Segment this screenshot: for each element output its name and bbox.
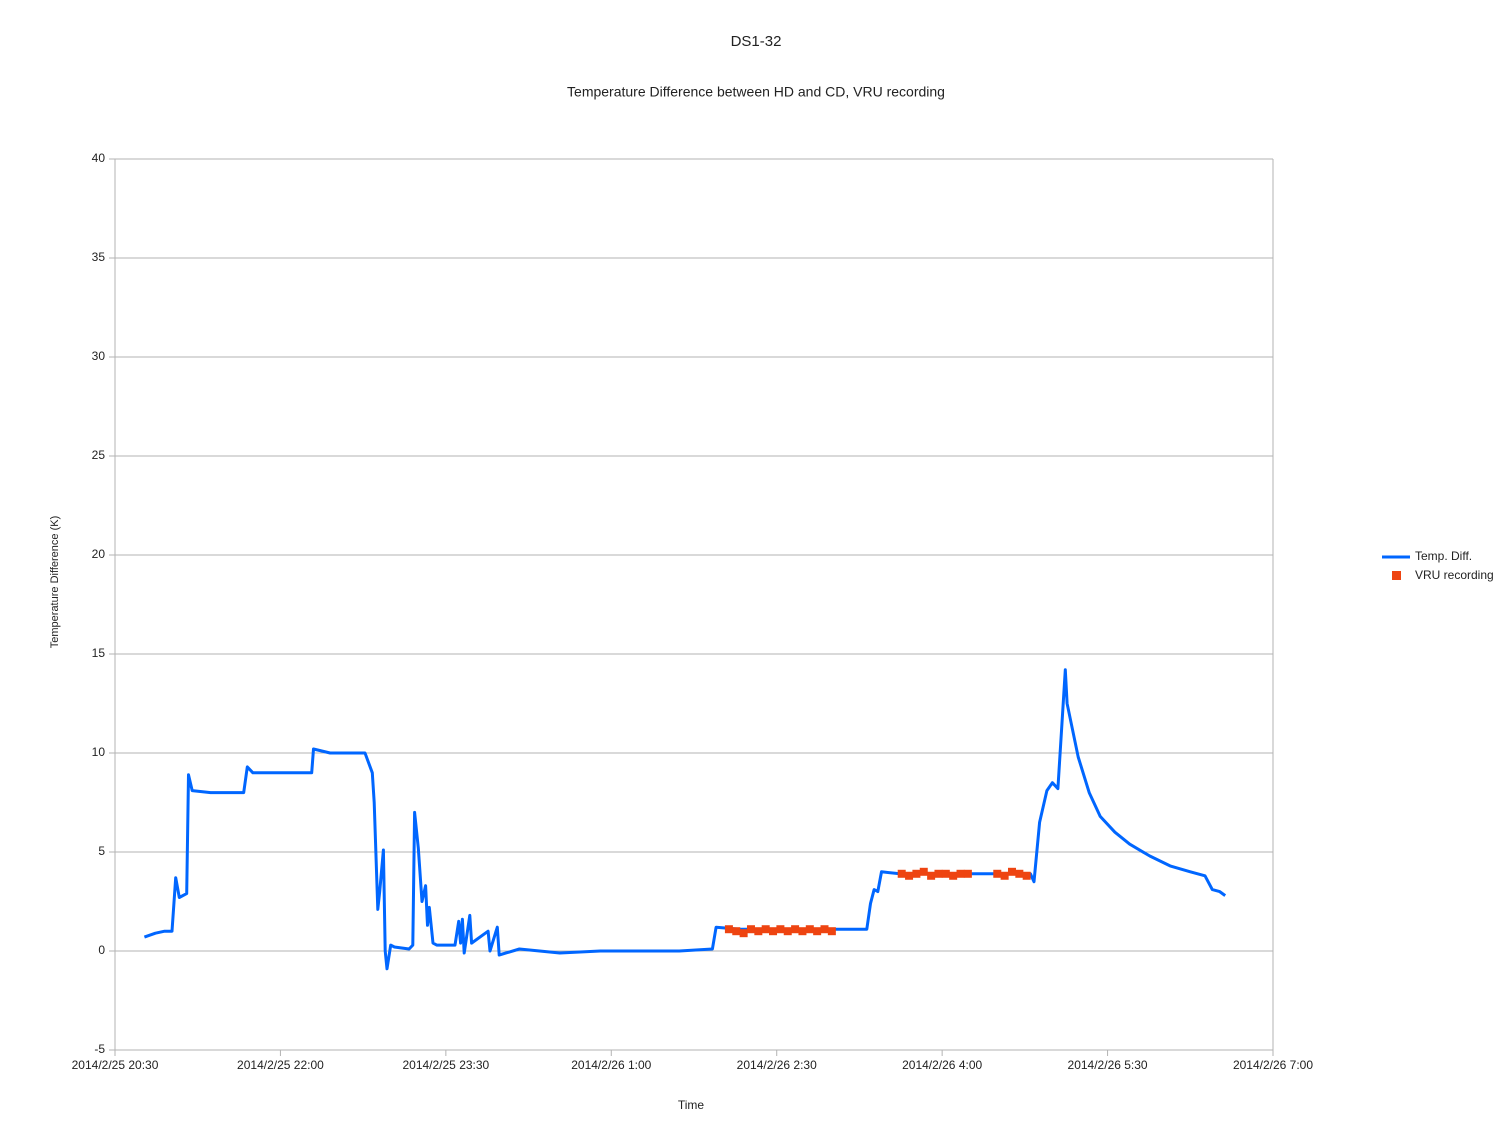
data-point [941, 869, 950, 878]
data-point [746, 925, 755, 934]
data-point [897, 869, 906, 878]
y-tick-label: 5 [98, 844, 105, 858]
data-point [776, 925, 785, 934]
chart-subtitle: Temperature Difference between HD and CD… [567, 84, 945, 100]
data-point [919, 867, 928, 876]
x-tick-label: 2014/2/25 22:00 [237, 1058, 324, 1072]
y-tick-label: 25 [92, 448, 106, 462]
data-point [813, 927, 822, 936]
data-point [827, 927, 836, 936]
y-tick-label: 30 [92, 349, 106, 363]
data-point [1007, 867, 1016, 876]
data-point [963, 869, 972, 878]
data-point [956, 869, 965, 878]
x-tick-label: 2014/2/25 20:30 [72, 1058, 159, 1072]
x-axis-title: Time [678, 1098, 705, 1112]
legend-label: VRU recording [1415, 568, 1494, 582]
x-tick-label: 2014/2/26 1:00 [571, 1058, 651, 1072]
data-line [143, 668, 1227, 971]
x-tick-label: 2014/2/26 7:00 [1233, 1058, 1313, 1072]
data-point [1015, 869, 1024, 878]
y-tick-label: 10 [92, 745, 106, 759]
data-point [1022, 871, 1031, 880]
x-tick-label: 2014/2/26 4:00 [902, 1058, 982, 1072]
data-point [1000, 871, 1009, 880]
data-point [805, 925, 814, 934]
data-point [769, 927, 778, 936]
data-point [754, 927, 763, 936]
data-point [732, 927, 741, 936]
y-tick-label: 20 [92, 547, 106, 561]
y-axis-title: Temperature Difference (K) [49, 516, 61, 648]
data-point [791, 925, 800, 934]
legend-swatch [1392, 571, 1401, 580]
data-point [761, 925, 770, 934]
data-point [949, 871, 958, 880]
x-tick-label: 2014/2/26 2:30 [737, 1058, 817, 1072]
data-point [905, 871, 914, 880]
legend-label: Temp. Diff. [1415, 549, 1472, 563]
data-point [820, 925, 829, 934]
chart-title: DS1-32 [731, 33, 782, 50]
y-tick-label: 35 [92, 250, 106, 264]
y-tick-label: 40 [92, 151, 106, 165]
y-tick-label: 15 [92, 646, 106, 660]
data-point [912, 869, 921, 878]
data-point [739, 929, 748, 938]
data-point [927, 871, 936, 880]
x-tick-label: 2014/2/26 5:30 [1068, 1058, 1148, 1072]
y-tick-label: -5 [94, 1042, 105, 1056]
data-point [798, 927, 807, 936]
data-point [783, 927, 792, 936]
data-point [993, 869, 1002, 878]
x-tick-label: 2014/2/25 23:30 [402, 1058, 489, 1072]
y-tick-label: 0 [98, 943, 105, 957]
data-point [934, 869, 943, 878]
data-point [724, 925, 733, 934]
